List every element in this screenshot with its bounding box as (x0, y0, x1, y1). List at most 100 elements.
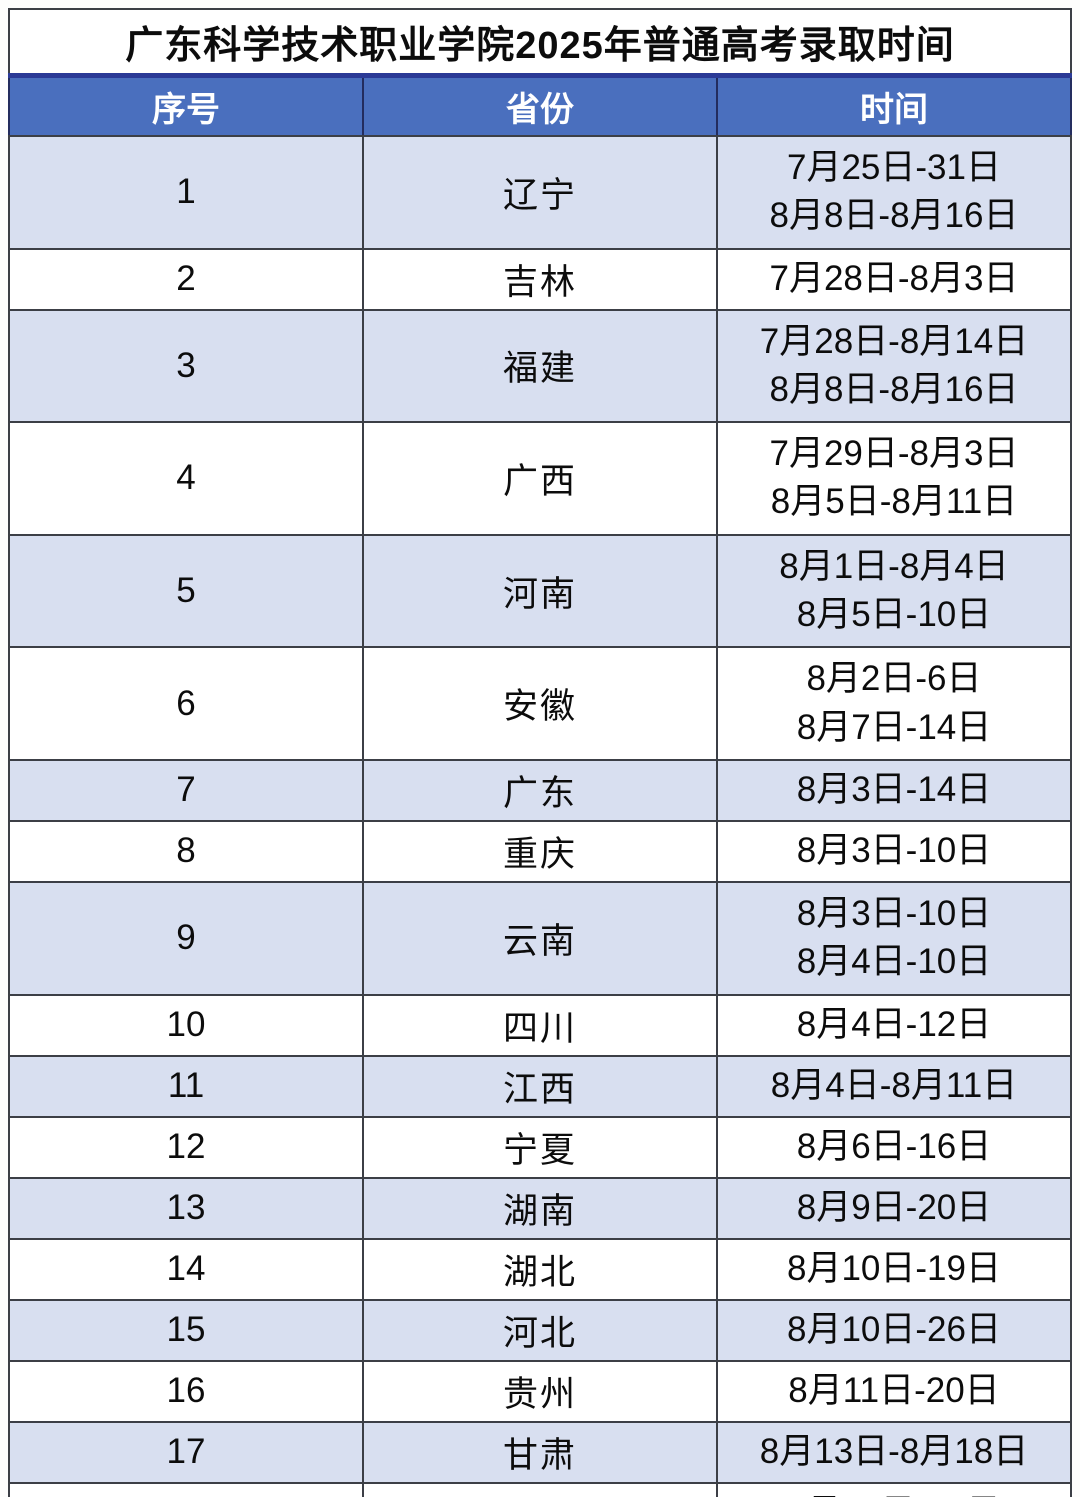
admission-time-line: 8月4日-10日 (796, 942, 992, 982)
table-row: 7 广东 8月3日-14日 (8, 758, 1072, 822)
column-header-time: 时间 (716, 73, 1072, 137)
table-row: 9 云南 8月3日-10日 8月4日-10日 (8, 880, 1072, 996)
province-name: 辽宁 (362, 135, 718, 250)
admission-time-line: 8月6日-16日 (796, 1126, 992, 1166)
admission-time-line: 8月9日-20日 (796, 1187, 992, 1227)
admission-time-line: 8月4日-8月11日 (770, 1065, 1018, 1105)
admission-time-line: 8月5日-10日 (796, 595, 992, 635)
row-number: 2 (8, 247, 364, 311)
admission-time-line: 8月5日-8月11日 (770, 482, 1018, 522)
admission-time-line: 7月25日-31日 (787, 148, 1001, 187)
row-number: 16 (8, 1359, 364, 1423)
province-name: 江西 (362, 1054, 718, 1118)
admission-time: 8月2日-6日 8月7日-14日 (716, 646, 1072, 761)
table-row: 11 江西 8月4日-8月11日 (8, 1054, 1072, 1118)
table-row: 12 宁夏 8月6日-16日 (8, 1115, 1072, 1179)
row-number: 11 (8, 1054, 364, 1118)
row-number: 1 (8, 135, 364, 250)
row-number: 18 (8, 1481, 364, 1497)
admission-time: 8月1日-8月4日 8月5日-10日 (716, 533, 1072, 649)
province-name: 湖北 (362, 1237, 718, 1301)
table-row: 4 广西 7月29日-8月3日 8月5日-8月11日 (8, 421, 1072, 536)
admission-time-line: 8月8日-8月16日 (769, 369, 1019, 409)
admission-time: 8月14日-28日 (716, 1481, 1072, 1497)
row-number: 5 (8, 533, 364, 649)
admission-time: 8月10日-19日 (716, 1237, 1072, 1301)
admission-time-line: 8月7日-14日 (796, 707, 992, 747)
province-name: 河南 (362, 533, 718, 649)
table-row: 16 贵州 8月11日-20日 (8, 1359, 1072, 1423)
admission-time-line: 8月14日-28日 (720, 1489, 1068, 1497)
admission-time-line: 8月2日-6日 (806, 659, 982, 699)
row-number: 4 (8, 421, 364, 536)
admission-time: 8月4日-8月11日 (716, 1054, 1072, 1118)
table-row: 8 重庆 8月3日-10日 (8, 819, 1072, 883)
row-number: 14 (8, 1237, 364, 1301)
admission-time: 8月3日-10日 (716, 819, 1072, 883)
province-name: 四川 (362, 993, 718, 1057)
admission-time-line: 8月3日-14日 (796, 770, 992, 810)
admission-time-line: 8月8日-8月16日 (769, 196, 1019, 236)
title-row: 广东科学技术职业学院2025年普通高考录取时间 (8, 8, 1072, 77)
province-name: 福建 (362, 308, 718, 424)
admission-time: 7月29日-8月3日 8月5日-8月11日 (716, 421, 1072, 536)
row-number: 15 (8, 1298, 364, 1362)
row-number: 13 (8, 1176, 364, 1240)
table-row: 18新疆8月14日-28日 (8, 1481, 1072, 1497)
admission-time: 8月4日-12日 (716, 993, 1072, 1057)
table-row: 2 吉林 7月28日-8月3日 (8, 247, 1072, 311)
admission-time: 7月25日-31日 8月8日-8月16日 (716, 135, 1072, 250)
table-row: 17 甘肃 8月13日-8月18日 (8, 1420, 1072, 1484)
province-name: 广东 (362, 758, 718, 822)
province-name: 吉林 (362, 247, 718, 311)
admission-time: 8月13日-8月18日 (716, 1420, 1072, 1484)
admission-time-line: 7月28日-8月3日 (769, 258, 1019, 298)
row-number: 3 (8, 308, 364, 424)
table-row: 14 湖北 8月10日-19日 (8, 1237, 1072, 1301)
admission-time: 8月9日-20日 (716, 1176, 1072, 1240)
column-header-province: 省份 (362, 73, 718, 137)
table-row: 13 湖南 8月9日-20日 (8, 1176, 1072, 1240)
admission-time: 7月28日-8月14日 8月8日-8月16日 (716, 308, 1072, 424)
province-name: 甘肃 (362, 1420, 718, 1484)
province-name: 新疆 (362, 1481, 718, 1497)
row-number: 6 (8, 646, 364, 761)
row-number: 8 (8, 819, 364, 883)
column-header-no: 序号 (8, 73, 364, 137)
admission-time: 8月3日-14日 (716, 758, 1072, 822)
admission-time-line: 8月13日-8月18日 (759, 1431, 1029, 1471)
row-number: 7 (8, 758, 364, 822)
table-row: 15 河北 8月10日-26日 (8, 1298, 1072, 1362)
province-name: 湖南 (362, 1176, 718, 1240)
table-row: 6 安徽 8月2日-6日 8月7日-14日 (8, 646, 1072, 761)
table-row: 5 河南 8月1日-8月4日 8月5日-10日 (8, 533, 1072, 649)
row-number: 10 (8, 993, 364, 1057)
admission-time: 7月28日-8月3日 (716, 247, 1072, 311)
admission-schedule-table: 广东科学技术职业学院2025年普通高考录取时间 序号 省份 时间 1 辽宁 7月25… (8, 8, 1072, 1497)
admission-time: 8月3日-10日 8月4日-10日 (716, 880, 1072, 996)
admission-time: 8月6日-16日 (716, 1115, 1072, 1179)
row-number: 9 (8, 880, 364, 996)
admission-time-line: 8月3日-10日 (796, 831, 992, 871)
admission-time-line: 8月10日-19日 (787, 1248, 1001, 1288)
table-body: 1 辽宁 7月25日-31日 8月8日-8月16日 2 吉林 7月28日-8月3日 3 福建 7月… (8, 135, 1072, 1497)
admission-time-line: 8月4日-12日 (796, 1004, 992, 1044)
admission-time-line: 7月28日-8月14日 (759, 321, 1029, 361)
province-name: 宁夏 (362, 1115, 718, 1179)
province-name: 云南 (362, 880, 718, 996)
header-row: 序号 省份 时间 (8, 73, 1072, 137)
table-row: 3 福建 7月28日-8月14日 8月8日-8月16日 (8, 308, 1072, 424)
province-name: 广西 (362, 421, 718, 536)
province-name: 河北 (362, 1298, 718, 1362)
table-row: 10 四川 8月4日-12日 (8, 993, 1072, 1057)
admission-time-line: 8月11日-20日 (788, 1370, 1000, 1410)
table-row: 1 辽宁 7月25日-31日 8月8日-8月16日 (8, 135, 1072, 250)
admission-time-line: 8月10日-26日 (787, 1309, 1001, 1349)
row-number: 17 (8, 1420, 364, 1484)
province-name: 安徽 (362, 646, 718, 761)
row-number: 12 (8, 1115, 364, 1179)
admission-time: 8月10日-26日 (716, 1298, 1072, 1362)
province-name: 贵州 (362, 1359, 718, 1423)
table-title: 广东科学技术职业学院2025年普通高考录取时间 (8, 8, 1072, 77)
